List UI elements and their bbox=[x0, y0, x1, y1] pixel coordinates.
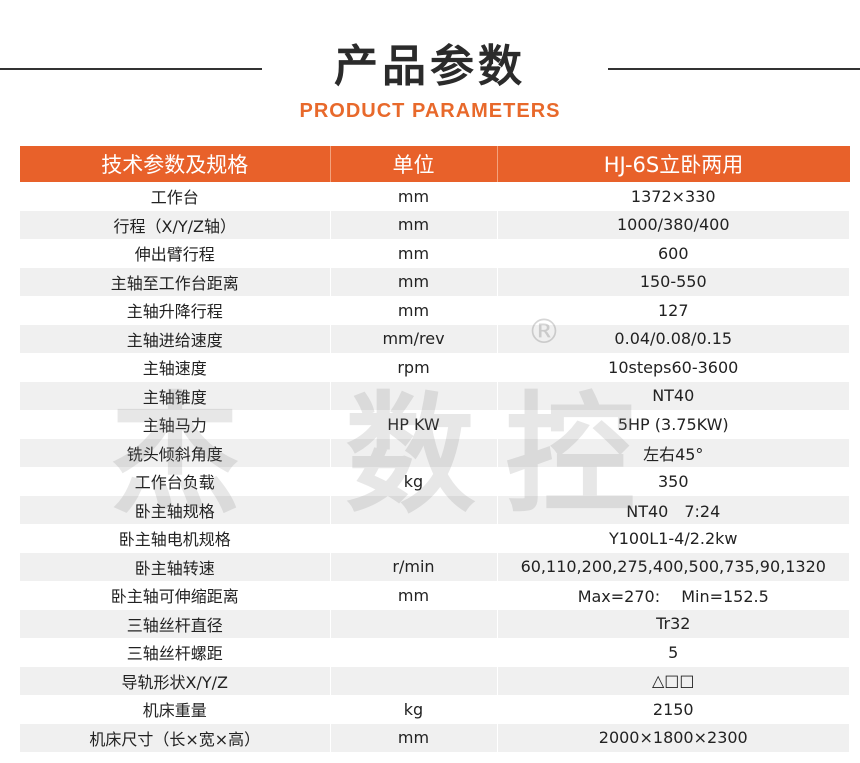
table-row: 三轴丝杆螺距 5 bbox=[20, 638, 850, 667]
watermark-logo: 杰 数控 bbox=[110, 379, 666, 531]
cell-unit bbox=[330, 495, 498, 524]
cell-param: 主轴至工作台距离 bbox=[20, 267, 331, 296]
cell-param: 主轴锥度 bbox=[20, 381, 331, 410]
table-row: 卧主轴转速 r/min 60,110,200,275,400,500,735,90,… bbox=[20, 552, 850, 581]
cell-param: 机床重量 bbox=[20, 695, 331, 724]
cell-value: 1372×330 bbox=[497, 182, 850, 211]
cell-value: 2000×1800×2300 bbox=[497, 723, 850, 752]
cell-unit bbox=[330, 524, 498, 553]
table-row: 机床重量 kg 2150 bbox=[20, 695, 850, 724]
cell-value: 127 bbox=[497, 296, 850, 325]
cell-unit: mm bbox=[330, 723, 498, 752]
cell-unit: mm bbox=[330, 296, 498, 325]
cell-param: 机床尺寸（长×宽×高） bbox=[20, 723, 331, 752]
cell-unit bbox=[330, 638, 498, 667]
cell-unit bbox=[330, 609, 498, 638]
cell-value: 150-550 bbox=[497, 267, 850, 296]
cell-value: 600 bbox=[497, 239, 850, 268]
table-row: 卧主轴可伸缩距离 mm Max=270: Min=152.5 bbox=[20, 581, 850, 610]
cell-value: Tr32 bbox=[497, 609, 850, 638]
header-unit: 单位 bbox=[330, 146, 498, 182]
cell-unit: mm bbox=[330, 267, 498, 296]
table-row: 导轨形状X/Y/Z △□□ bbox=[20, 666, 850, 695]
table-row: 主轴升降行程 mm 127 bbox=[20, 296, 850, 325]
cell-value: 左右45° bbox=[497, 438, 850, 467]
table-row: 机床尺寸（长×宽×高） mm 2000×1800×2300 bbox=[20, 723, 850, 752]
cell-unit: mm/rev bbox=[330, 324, 498, 353]
cell-value: 350 bbox=[497, 467, 850, 496]
cell-unit: r/min bbox=[330, 552, 498, 581]
cell-value: 2150 bbox=[497, 695, 850, 724]
cell-unit: rpm bbox=[330, 353, 498, 382]
cell-value: Y100L1-4/2.2kw bbox=[497, 524, 850, 553]
title-divider-left bbox=[0, 68, 262, 70]
cell-param: 工作台负载 bbox=[20, 467, 331, 496]
table-row: 主轴速度 rpm 10steps60-3600 bbox=[20, 353, 850, 382]
cell-unit: mm bbox=[330, 239, 498, 268]
cell-param: 导轨形状X/Y/Z bbox=[20, 666, 331, 695]
parameters-table: 技术参数及规格 单位 HJ-6S立卧两用 工作台 mm 1372×330 行程（X/Y… bbox=[20, 146, 850, 752]
cell-unit: kg bbox=[330, 695, 498, 724]
table-row: 三轴丝杆直径 Tr32 bbox=[20, 609, 850, 638]
cell-param: 卧主轴电机规格 bbox=[20, 524, 331, 553]
table-row: 工作台 mm 1372×330 bbox=[20, 182, 850, 211]
table-header: 技术参数及规格 单位 HJ-6S立卧两用 bbox=[20, 146, 850, 182]
cell-param: 工作台 bbox=[20, 182, 331, 211]
table-row: 卧主轴电机规格 Y100L1-4/2.2kw bbox=[20, 524, 850, 553]
cell-param: 卧主轴规格 bbox=[20, 495, 331, 524]
cell-value: 5HP (3.75KW) bbox=[497, 410, 850, 439]
cell-value: 5 bbox=[497, 638, 850, 667]
header-param: 技术参数及规格 bbox=[20, 146, 331, 182]
page-subtitle: PRODUCT PARAMETERS bbox=[299, 100, 561, 122]
table-row: 铣头倾斜角度 左右45° bbox=[20, 438, 850, 467]
table-row: 主轴锥度 NT40 bbox=[20, 381, 850, 410]
cell-param: 铣头倾斜角度 bbox=[20, 438, 331, 467]
table-row: 工作台负载 kg 350 bbox=[20, 467, 850, 496]
cell-param: 主轴马力 bbox=[20, 410, 331, 439]
cell-param: 卧主轴转速 bbox=[20, 552, 331, 581]
cell-value: NT40 bbox=[497, 381, 850, 410]
cell-value: 1000/380/400 bbox=[497, 210, 850, 239]
cell-unit: mm bbox=[330, 581, 498, 610]
cell-param: 主轴速度 bbox=[20, 353, 331, 382]
cell-value: 10steps60-3600 bbox=[497, 353, 850, 382]
table-row: 行程（X/Y/Z轴） mm 1000/380/400 bbox=[20, 210, 850, 239]
cell-value: NT40 7:24 bbox=[497, 495, 850, 524]
table-row: 主轴至工作台距离 mm 150-550 bbox=[20, 267, 850, 296]
page-title: 产品参数 bbox=[334, 41, 526, 92]
table-row: 伸出臂行程 mm 600 bbox=[20, 239, 850, 268]
cell-param: 伸出臂行程 bbox=[20, 239, 331, 268]
cell-param: 主轴进给速度 bbox=[20, 324, 331, 353]
cell-unit: HP KW bbox=[330, 410, 498, 439]
table-row: 卧主轴规格 NT40 7:24 bbox=[20, 495, 850, 524]
cell-value: 60,110,200,275,400,500,735,90,1320 bbox=[497, 552, 850, 581]
cell-param: 三轴丝杆直径 bbox=[20, 609, 331, 638]
registered-mark: ® bbox=[527, 312, 561, 352]
cell-param: 三轴丝杆螺距 bbox=[20, 638, 331, 667]
cell-unit bbox=[330, 666, 498, 695]
cell-unit: kg bbox=[330, 467, 498, 496]
cell-param: 主轴升降行程 bbox=[20, 296, 331, 325]
cell-value: Max=270: Min=152.5 bbox=[497, 581, 850, 610]
title-divider-right bbox=[608, 68, 860, 70]
cell-unit bbox=[330, 381, 498, 410]
table-row: 主轴马力 HP KW 5HP (3.75KW) bbox=[20, 410, 850, 439]
cell-unit: mm bbox=[330, 182, 498, 211]
cell-unit: mm bbox=[330, 210, 498, 239]
cell-value: △□□ bbox=[497, 666, 850, 695]
cell-param: 卧主轴可伸缩距离 bbox=[20, 581, 331, 610]
cell-param: 行程（X/Y/Z轴） bbox=[20, 210, 331, 239]
cell-value: 0.04/0.08/0.15 bbox=[497, 324, 850, 353]
table-row: 主轴进给速度 mm/rev 0.04/0.08/0.15 bbox=[20, 324, 850, 353]
cell-unit bbox=[330, 438, 498, 467]
header-model: HJ-6S立卧两用 bbox=[497, 146, 850, 182]
